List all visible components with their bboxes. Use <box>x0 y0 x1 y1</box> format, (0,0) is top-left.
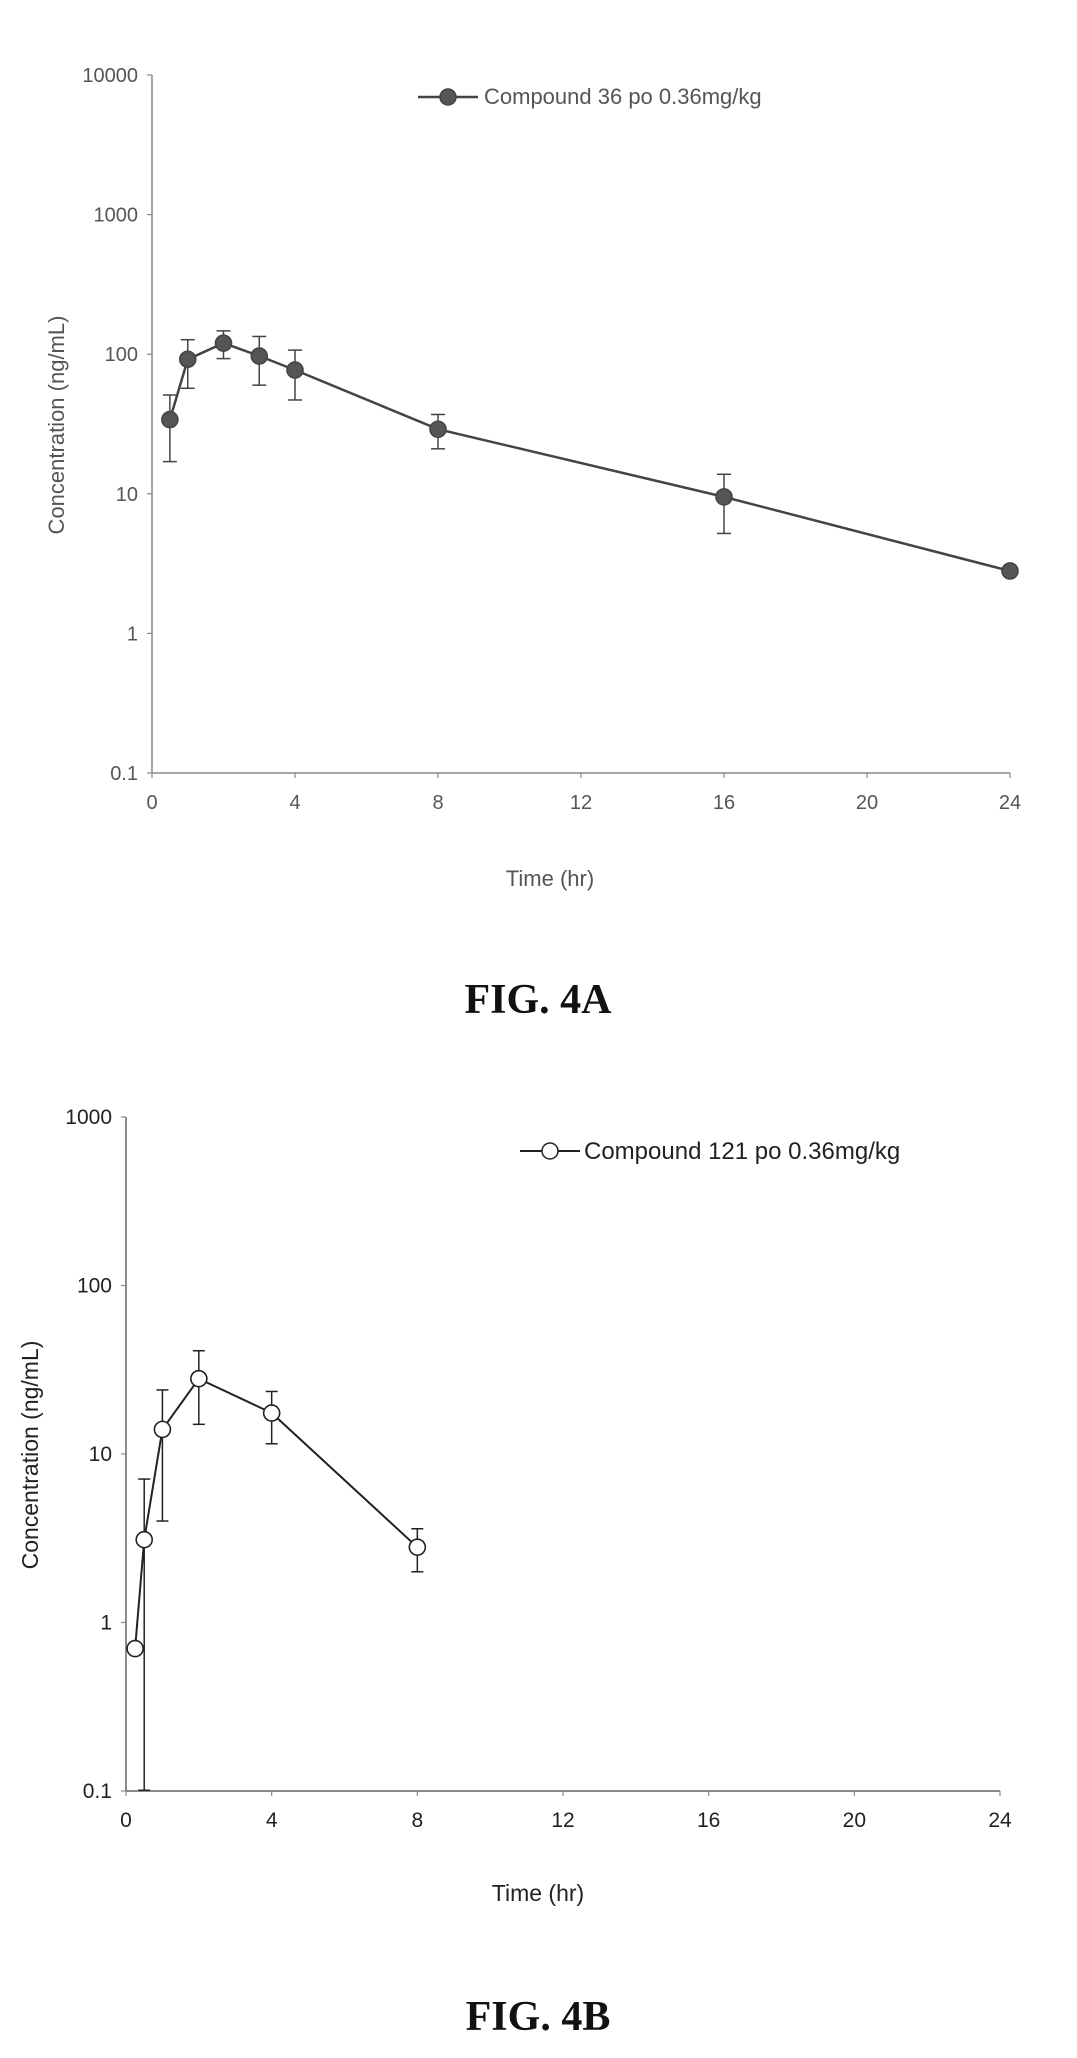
y-tick-label: 10 <box>116 484 138 506</box>
x-tick-label: 16 <box>697 1809 720 1832</box>
error-bars <box>138 1349 424 1792</box>
data-point <box>161 410 179 429</box>
x-tick-labels: 0 4 8 12 16 20 24 <box>146 773 1021 814</box>
figure-caption: FIG. 4A <box>465 977 613 1023</box>
data-point <box>178 350 197 369</box>
data-point <box>214 334 233 352</box>
x-axis-title: Time (hr) <box>492 1880 584 1906</box>
chart-fig-4b: 0.1 1 10 100 1000 0 4 8 12 16 20 24 Compound 121 p… <box>17 1106 1012 2040</box>
x-tick-label: 0 <box>146 792 157 814</box>
data-point <box>250 347 269 365</box>
y-axis-title: Concentration (ng/mL) <box>44 316 69 535</box>
chart-fig-4a: 0.1 1 10 100 1000 10000 0 4 8 12 16 20 24 Compound … <box>44 65 1021 1023</box>
y-tick-label: 1 <box>100 1612 112 1635</box>
x-tick-label: 4 <box>266 1809 278 1832</box>
legend: Compound 36 po 0.36mg/kg <box>418 84 762 109</box>
y-tick-labels: 0.1 1 10 100 1000 10000 <box>82 65 152 785</box>
x-tick-label: 4 <box>289 792 300 814</box>
data-point <box>1001 562 1019 580</box>
y-axis-title: Concentration (ng/mL) <box>17 1341 43 1570</box>
y-tick-label: 0.1 <box>83 1780 112 1803</box>
data-point <box>126 1639 144 1658</box>
data-point <box>286 361 304 379</box>
x-tick-label: 20 <box>843 1809 866 1832</box>
x-axis-title: Time (hr) <box>506 866 594 891</box>
x-tick-label: 0 <box>120 1809 132 1832</box>
x-tick-label: 8 <box>411 1809 423 1832</box>
legend-label: Compound 36 po 0.36mg/kg <box>484 84 762 109</box>
data-point <box>262 1404 281 1422</box>
x-tick-label: 12 <box>570 792 592 814</box>
x-tick-label: 24 <box>999 792 1021 814</box>
x-tick-label: 12 <box>551 1809 574 1832</box>
x-tick-label: 20 <box>856 792 878 814</box>
y-tick-label: 1000 <box>65 1106 112 1129</box>
data-point <box>715 488 733 506</box>
y-tick-label: 1 <box>127 623 138 645</box>
figure-caption: FIG. 4B <box>466 1994 611 2040</box>
x-tick-label: 8 <box>432 792 443 814</box>
data-point <box>429 420 447 439</box>
series-line <box>134 1377 418 1649</box>
legend-label: Compound 121 po 0.36mg/kg <box>584 1138 900 1165</box>
y-tick-label: 10 <box>89 1443 112 1466</box>
y-tick-label: 10000 <box>82 65 138 87</box>
legend: Compound 121 po 0.36mg/kg <box>520 1138 900 1165</box>
y-tick-label: 0.1 <box>110 763 138 785</box>
y-tick-labels: 0.1 1 10 100 1000 <box>65 1106 126 1803</box>
data-point <box>135 1530 154 1549</box>
data-point <box>408 1538 427 1556</box>
data-points <box>161 334 1019 580</box>
x-tick-labels: 0 4 8 12 16 20 24 <box>120 1791 1012 1832</box>
legend-marker <box>541 1142 559 1160</box>
y-tick-label: 100 <box>105 344 138 366</box>
data-point <box>153 1420 172 1439</box>
x-tick-label: 24 <box>988 1809 1012 1832</box>
y-tick-label: 1000 <box>94 205 139 227</box>
data-point <box>190 1369 208 1388</box>
x-tick-label: 16 <box>713 792 735 814</box>
data-points <box>126 1369 427 1658</box>
y-tick-label: 100 <box>77 1275 112 1298</box>
legend-marker <box>439 88 457 106</box>
